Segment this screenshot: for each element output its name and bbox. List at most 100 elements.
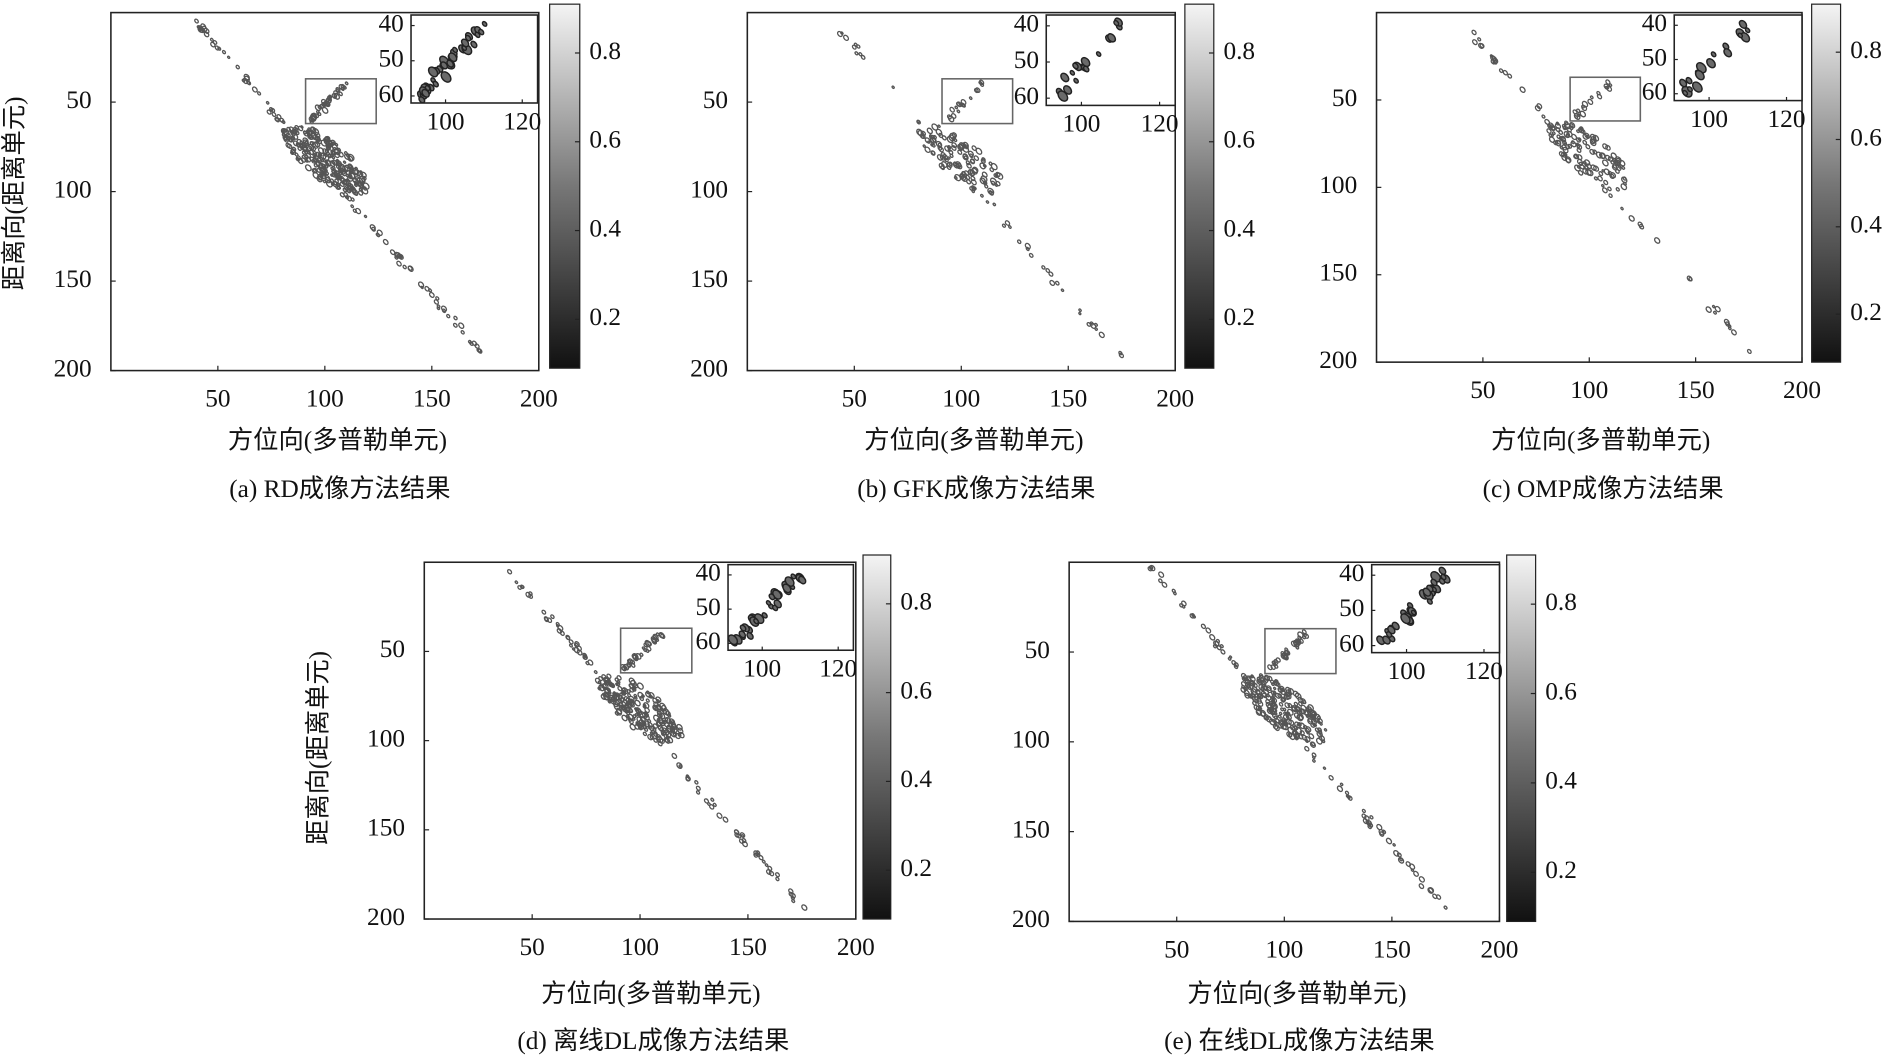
contour-blob [556, 628, 562, 634]
inset-blob [688, 666, 694, 672]
inset-blob [1271, 575, 1284, 588]
inset-blob [1771, 220, 1778, 227]
inset-blob [1656, 149, 1662, 155]
inset-blob [706, 666, 713, 673]
inset-blob [1680, 164, 1691, 175]
inset-blob [1241, 538, 1247, 544]
contour-blob [351, 205, 354, 208]
inset-blob [1636, 107, 1649, 121]
inset-blob [447, 145, 457, 155]
inset-blob [1333, 679, 1339, 686]
inset-blob [1100, 150, 1111, 161]
inset-blob [510, 228, 524, 242]
inset-blob [514, 227, 522, 235]
contour-blob [1418, 876, 1425, 883]
inset-blob [416, 154, 426, 165]
inset-blob [1373, 679, 1385, 691]
x-tick-label: 150 [413, 385, 451, 413]
inset-blob [1058, 159, 1067, 169]
inset-blob [1758, 181, 1766, 189]
inset-y-tick-label: 60 [696, 627, 721, 655]
inset-blob [1726, 162, 1739, 176]
inset-blob [387, 113, 397, 124]
contour-blob [1405, 861, 1411, 867]
inset-blob [407, 117, 413, 123]
inset-x-tick-label: 100 [1062, 110, 1100, 138]
inset-blob [1425, 770, 1433, 778]
inset-blob [801, 718, 815, 732]
inset-blob [1404, 744, 1413, 753]
contour-blob [1519, 86, 1526, 93]
inset-blob [386, 149, 394, 158]
inset-blob [773, 685, 779, 691]
inset-blob [767, 750, 775, 758]
inset-blob [713, 687, 724, 698]
inset-blob [1450, 731, 1459, 740]
inset-blob [1057, 150, 1062, 156]
inset-blob [1612, 66, 1624, 78]
inset-blob [1096, 166, 1104, 175]
inset-blob [1418, 714, 1432, 728]
inset-blob [791, 744, 800, 753]
inset-blob [792, 735, 806, 749]
inset-blob [431, 203, 442, 215]
inset-blob [471, 182, 483, 194]
contour-blob [424, 286, 430, 292]
inset-blob [1043, 190, 1052, 199]
inset-blob [406, 146, 411, 151]
inset-blob [612, 413, 625, 426]
inset-blob [404, 157, 411, 164]
inset-blob [1382, 709, 1395, 723]
colorbar-tick-label: 0.6 [900, 676, 932, 704]
inset-blob [1070, 181, 1083, 194]
inset-blob [1388, 727, 1394, 733]
inset-blob [457, 143, 470, 156]
inset-blob [1359, 692, 1369, 703]
contour-blob [321, 106, 329, 114]
x-tick-label: 50 [1164, 935, 1189, 963]
inset-blob [447, 198, 453, 204]
inset-blob [708, 696, 714, 702]
inset-blob [1665, 172, 1676, 183]
inset-blob [1066, 184, 1073, 192]
inset-blob [785, 705, 796, 716]
inset-blob [688, 673, 701, 686]
inset-blob [755, 734, 768, 747]
inset-blob [1449, 740, 1457, 748]
inset-blob [384, 127, 392, 135]
contour-blob [1608, 193, 1613, 198]
inset-blob [380, 131, 387, 138]
inset-blob [722, 676, 731, 686]
inset-blob [463, 202, 474, 213]
inset-blob [1732, 144, 1744, 156]
inset-blob [355, 90, 363, 99]
contour-blob [1205, 627, 1211, 634]
inset-blob [359, 85, 369, 95]
inset-blob [741, 694, 753, 707]
inset-blob [661, 616, 670, 625]
inset-blob [1332, 684, 1345, 697]
inset-blob [1403, 733, 1415, 746]
inset-blob [713, 692, 722, 702]
inset-blob [450, 163, 458, 171]
inset-blob [488, 199, 502, 213]
inset-blob [1357, 705, 1369, 718]
inset-blob [1384, 729, 1396, 742]
inset-x-tick-label: 100 [1388, 657, 1426, 685]
inset-blob [1093, 160, 1105, 173]
inset-blob [439, 174, 444, 179]
inset-blob [1388, 754, 1399, 765]
inset-blob [1339, 674, 1345, 680]
inset-blob [1100, 231, 1106, 237]
inset-blob [1305, 621, 1311, 627]
inset-blob [1364, 664, 1375, 675]
inset-blob [776, 687, 788, 700]
inset-blob [1452, 786, 1464, 799]
inset-blob [1716, 188, 1728, 200]
contour-blob [1328, 775, 1334, 781]
inset-blob [1761, 187, 1767, 193]
colorbar-tick-label: 0.4 [589, 214, 621, 242]
inset-blob [1378, 718, 1388, 729]
inset-blob [1384, 742, 1390, 748]
inset-blob [1718, 210, 1725, 217]
